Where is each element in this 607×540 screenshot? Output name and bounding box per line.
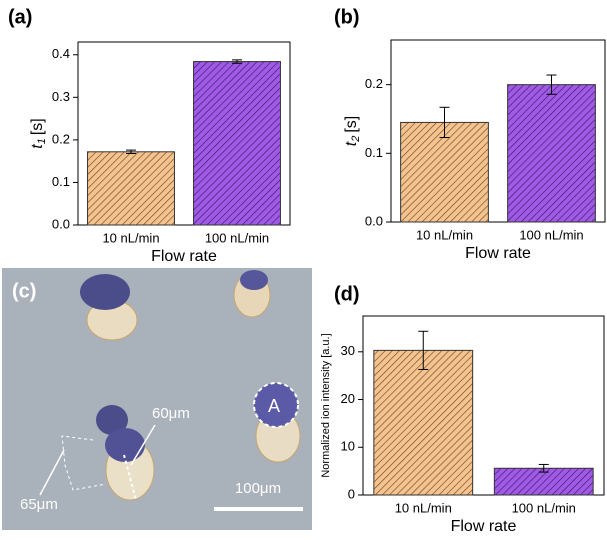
panel-label: (d) <box>334 283 360 305</box>
panel-label: (b) <box>334 6 360 28</box>
y-tick-label: 0.1 <box>52 174 70 189</box>
arrow <box>123 454 137 501</box>
y-label-symbol: t <box>29 144 46 149</box>
y-label-sub: 1 <box>36 138 48 144</box>
x-tick-label: 10 nL/min <box>416 227 473 242</box>
x-axis-label: Flow rate <box>465 245 531 262</box>
y-tick-label: 10 <box>341 439 355 454</box>
y-label-unit: [s] <box>29 118 46 135</box>
error-bar <box>538 463 549 473</box>
error-bar <box>546 74 557 95</box>
panel-label: (a) <box>8 6 32 28</box>
outline <box>61 435 107 491</box>
y-axis-label: t1 [s] <box>29 118 48 148</box>
y-label-unit: [s] <box>343 116 360 133</box>
y-axis-label: t2 [s] <box>343 116 362 146</box>
plot-frame <box>77 41 291 226</box>
leader <box>130 424 156 466</box>
y-tick-label: 30 <box>341 343 355 358</box>
x-tick-label: 10 nL/min <box>102 230 159 245</box>
annotation: 65μm <box>20 496 58 513</box>
bar <box>193 61 281 226</box>
cell <box>253 382 299 428</box>
error-bar <box>439 106 450 139</box>
annotation: 60μm <box>152 405 190 422</box>
error-bar <box>126 149 136 155</box>
y-tick-label: 0.1 <box>365 145 383 160</box>
y-tick-label: 0.2 <box>365 76 383 91</box>
plot-frame <box>390 39 606 223</box>
y-tick-label: 0.2 <box>52 131 70 146</box>
micrograph: (c) 60μm 65μm A 100μm <box>2 268 312 530</box>
y-tick-label: 0.3 <box>52 89 70 104</box>
bar <box>373 349 474 496</box>
scale-bar-label: 100μm <box>235 480 281 497</box>
y-tick-label: 0 <box>348 486 355 501</box>
x-tick-label: 100 nL/min <box>205 230 269 245</box>
y-tick-label: 0.0 <box>365 213 383 228</box>
cell <box>80 274 130 310</box>
y-label-symbol: t <box>343 141 360 146</box>
bar <box>87 151 175 226</box>
annotation: A <box>268 396 280 416</box>
panel-label: (c) <box>12 280 36 302</box>
bar <box>400 121 489 223</box>
error-bar <box>232 59 242 64</box>
bar <box>507 84 596 223</box>
leader <box>39 449 65 496</box>
y-tick-label: 0.4 <box>52 46 70 61</box>
x-tick-label: 100 nL/min <box>512 500 576 515</box>
y-label-symbol: Normalized ion intensity [a.u.] <box>320 333 332 477</box>
cell <box>240 270 268 290</box>
y-label-sub: 2 <box>350 136 362 143</box>
x-tick-label: 100 nL/min <box>519 227 583 242</box>
x-axis-label: Flow rate <box>151 248 217 265</box>
plot-frame <box>362 315 605 496</box>
x-tick-label: 10 nL/min <box>395 500 452 515</box>
y-axis-label: Normalized ion intensity [a.u.] <box>320 333 332 477</box>
x-axis-label: Flow rate <box>451 518 517 535</box>
y-tick-label: 0.0 <box>52 216 70 231</box>
error-bar <box>418 330 429 370</box>
cell <box>96 405 128 435</box>
y-tick-label: 20 <box>341 391 355 406</box>
cell <box>105 428 145 462</box>
